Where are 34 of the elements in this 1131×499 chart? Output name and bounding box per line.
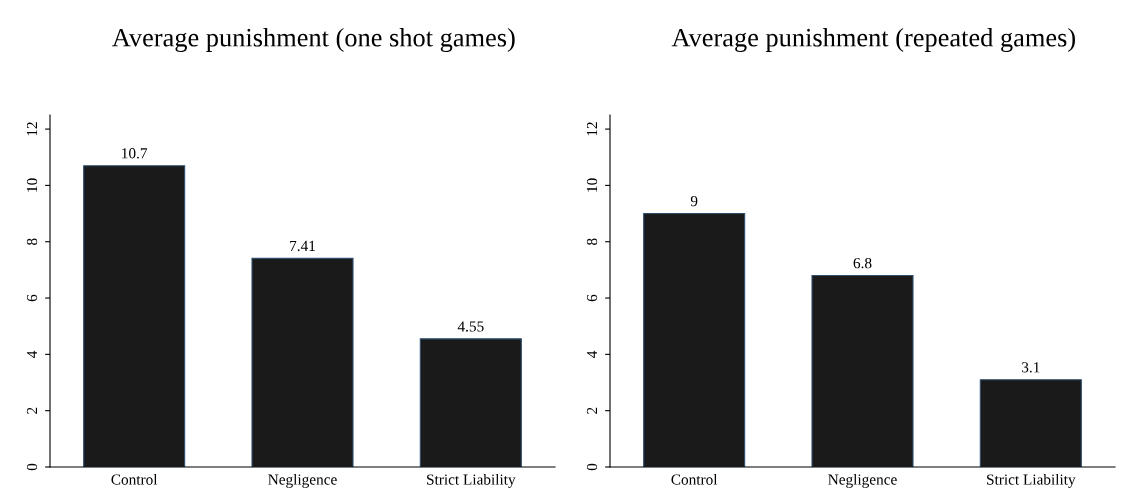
bar [811, 274, 914, 467]
y-tick-label: 0 [26, 463, 38, 471]
x-tick-label: Control [671, 473, 718, 485]
x-tick-label: Control [111, 473, 158, 485]
bar [643, 213, 746, 467]
data-label: 10.7 [122, 148, 148, 159]
x-tick-label: Negligence [828, 473, 897, 488]
bar [83, 165, 186, 467]
data-label: 7.41 [290, 240, 315, 252]
data-label: 3.1 [1022, 362, 1040, 373]
y-tick-label: 6 [586, 294, 598, 302]
y-tick-label: 4 [586, 350, 598, 358]
y-tick-label: 2 [586, 407, 598, 414]
bar [251, 257, 354, 467]
y-tick-label: 12 [586, 122, 598, 136]
data-label: 6.8 [853, 257, 872, 269]
y-tick-label: 4 [26, 350, 38, 358]
y-tick-label: 6 [26, 294, 38, 302]
y-tick-label: 2 [26, 407, 38, 414]
x-tick-label: Strict Liability [427, 473, 516, 488]
chart-title: Average punishment (repeated games) [671, 28, 1075, 52]
data-label: 4.55 [457, 321, 484, 332]
y-tick-label: 10 [26, 178, 38, 192]
bar [979, 379, 1082, 467]
y-tick-label: 12 [26, 122, 38, 136]
y-tick-label: 0 [586, 463, 598, 471]
y-tick-label: 8 [26, 238, 38, 245]
x-tick-label: Negligence [268, 473, 337, 488]
bar [419, 338, 522, 467]
y-tick-label: 8 [586, 238, 598, 245]
chart-title: Average punishment (one shot games) [112, 28, 515, 52]
y-tick-label: 10 [586, 178, 598, 192]
x-tick-label: Strict Liability [987, 473, 1076, 488]
data-label: 9 [690, 196, 698, 207]
